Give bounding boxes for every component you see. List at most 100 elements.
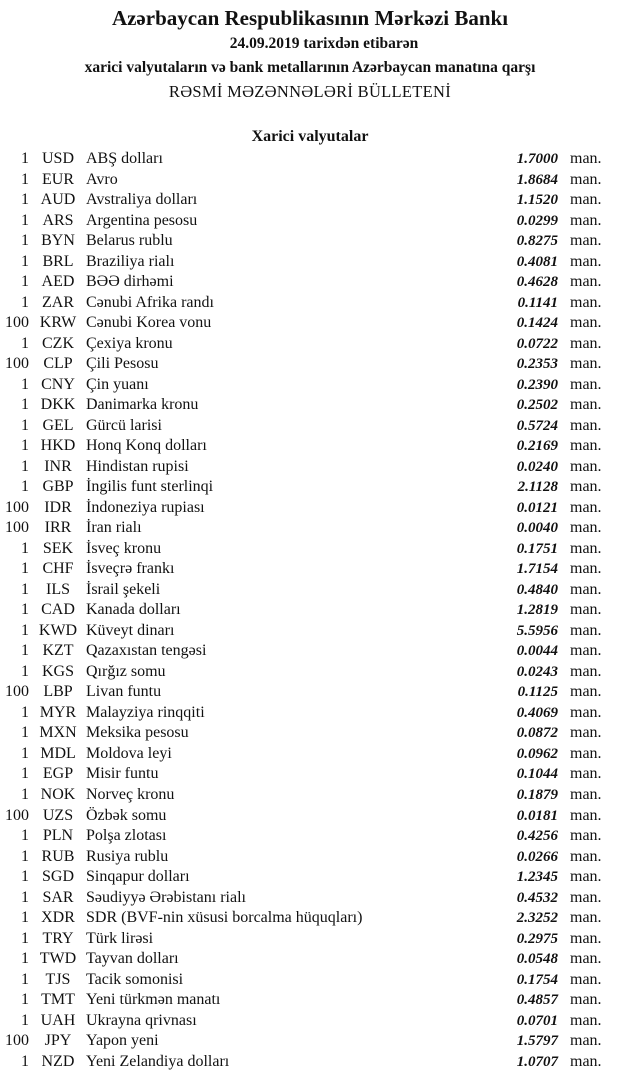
currency-name-cell: Küveyt dinarı [86, 621, 175, 639]
currency-name-cell: İsveç kronu [86, 539, 162, 557]
table-row: 1 ILS İsrail şekeli 0.4840 man. [0, 580, 620, 601]
unit-cell: man. [570, 519, 602, 537]
unit-cell: man. [570, 375, 602, 393]
currency-code-cell: MYR [39, 703, 77, 721]
currency-code-cell: KRW [39, 314, 77, 332]
currency-code-cell: CLP [43, 355, 73, 373]
rate-cell: 0.4256 [516, 828, 558, 845]
currency-name-cell: Avstraliya dolları [86, 191, 198, 209]
rate-cell: 1.2819 [516, 602, 558, 619]
currency-code-cell: KZT [42, 642, 74, 660]
table-row: 1 USD ABŞ dolları 1.7000 man. [0, 149, 620, 170]
unit-cell: man. [570, 437, 602, 455]
currency-name-cell: Belarus rublu [86, 232, 173, 250]
unit-cell: man. [570, 252, 602, 270]
currency-code-cell: ARS [42, 211, 74, 229]
currency-code-cell: MDL [40, 744, 76, 762]
currency-code-cell: KWD [38, 621, 78, 639]
rate-cell: 0.2975 [516, 930, 558, 947]
currency-name-cell: Kanada dolları [86, 601, 181, 619]
currency-code-cell: ZAR [42, 293, 74, 311]
currency-code-cell: CHF [42, 560, 74, 578]
currency-name-cell: Danimarka kronu [86, 396, 199, 414]
rate-cell: 1.2345 [516, 869, 558, 886]
currency-name-cell: Özbək somu [86, 806, 167, 824]
currency-code-cell: JPY [44, 1032, 72, 1050]
unit-cell: man. [570, 396, 602, 414]
nominal-cell: 1 [21, 170, 29, 188]
currency-name-cell: Qazaxıstan tengəsi [86, 642, 207, 660]
rate-cell: 0.0243 [516, 663, 558, 680]
rate-cell: 0.4628 [516, 274, 558, 291]
currency-code-cell: HKD [40, 437, 76, 455]
currency-code-cell: SEK [42, 539, 74, 557]
table-row: 1 SEK İsveç kronu 0.1751 man. [0, 539, 620, 560]
unit-cell: man. [570, 785, 602, 803]
nominal-cell: 1 [21, 1011, 29, 1029]
currency-code-cell: INR [44, 457, 72, 475]
nominal-cell: 1 [21, 580, 29, 598]
currency-code-cell: SGD [41, 868, 74, 886]
subtitle: xarici valyutaların və bank metallarının… [84, 59, 536, 76]
unit-cell: man. [570, 724, 602, 742]
rate-cell: 0.0548 [516, 951, 558, 968]
table-row: 1 GEL Gürcü larisi 0.5724 man. [0, 416, 620, 437]
table-row: 1 SAR Səudiyyə Ərəbistanı rialı 0.4532 man. [0, 888, 620, 909]
currency-name-cell: Braziliya rialı [86, 252, 175, 270]
currency-name-cell: Rusiya rublu [86, 847, 169, 865]
currency-name-cell: Çin yuanı [86, 375, 149, 393]
bank-title: Azərbaycan Respublikasının Mərkəzi Bankı [111, 6, 509, 30]
nominal-cell: 1 [21, 950, 29, 968]
currency-code-cell: PLN [42, 827, 74, 845]
nominal-cell: 100 [5, 806, 29, 824]
unit-cell: man. [570, 929, 602, 947]
nominal-cell: 1 [21, 273, 29, 291]
nominal-cell: 1 [21, 457, 29, 475]
table-row: 100 CLP Çili Pesosu 0.2353 man. [0, 354, 620, 375]
rate-cell: 1.1520 [516, 192, 558, 209]
unit-cell: man. [570, 170, 602, 188]
table-row: 1 UAH Ukrayna qrivnası 0.0701 man. [0, 1011, 620, 1032]
table-row: 1 CAD Kanada dolları 1.2819 man. [0, 600, 620, 621]
currency-name-cell: Tayvan dolları [86, 950, 179, 968]
unit-cell: man. [570, 847, 602, 865]
nominal-cell: 1 [21, 375, 29, 393]
table-row: 1 KGS Qırğız somu 0.0243 man. [0, 662, 620, 683]
currency-name-cell: BƏƏ dirhəmi [86, 273, 174, 291]
unit-cell: man. [570, 293, 602, 311]
rate-cell: 0.0240 [516, 458, 558, 475]
nominal-cell: 1 [21, 785, 29, 803]
currency-code-cell: UZS [42, 806, 74, 824]
currency-code-cell: AED [41, 273, 75, 291]
currency-name-cell: Yeni türkmən manatı [86, 991, 221, 1009]
nominal-cell: 1 [21, 662, 29, 680]
nominal-cell: 1 [21, 642, 29, 660]
currency-code-cell: UAH [40, 1011, 76, 1029]
table-row: 1 AUD Avstraliya dolları 1.1520 man. [0, 190, 620, 211]
table-row: 1 GBP İngilis funt sterlinqi 2.1128 man. [0, 477, 620, 498]
table-row: 1 CZK Çexiya kronu 0.0722 man. [0, 334, 620, 355]
currency-name-cell: Polşa zlotası [86, 827, 167, 845]
currency-name-cell: İran rialı [86, 519, 142, 537]
currency-name-cell: Yeni Zelandiya dolları [86, 1052, 230, 1070]
unit-cell: man. [570, 1052, 602, 1070]
unit-cell: man. [570, 765, 602, 783]
table-row: 1 MYR Malayziya rinqqiti 0.4069 man. [0, 703, 620, 724]
rates-table: 1 USD ABŞ dolları 1.7000 man. 1 EUR Avro 1.8684 m… [0, 149, 620, 1072]
rate-cell: 1.5797 [516, 1033, 558, 1050]
unit-cell: man. [570, 868, 602, 886]
unit-cell: man. [570, 991, 602, 1009]
bulletin-title: RƏSMİ MƏZƏNNƏLƏRİ BÜLLETENİ [168, 82, 452, 101]
table-row: 1 ARS Argentina pesosu 0.0299 man. [0, 211, 620, 232]
currency-name-cell: Gürcü larisi [86, 416, 162, 434]
table-row: 1 INR Hindistan rupisi 0.0240 man. [0, 457, 620, 478]
table-row: 1 MXN Meksika pesosu 0.0872 man. [0, 723, 620, 744]
rate-cell: 0.0121 [516, 499, 558, 516]
rate-cell: 1.8684 [516, 171, 558, 188]
unit-cell: man. [570, 703, 602, 721]
rate-cell: 0.0701 [516, 1012, 558, 1029]
rate-cell: 0.4069 [516, 704, 558, 721]
currency-name-cell: Meksika pesosu [86, 724, 189, 742]
currency-name-cell: ABŞ dolları [86, 150, 163, 167]
currency-code-cell: CAD [41, 601, 75, 619]
